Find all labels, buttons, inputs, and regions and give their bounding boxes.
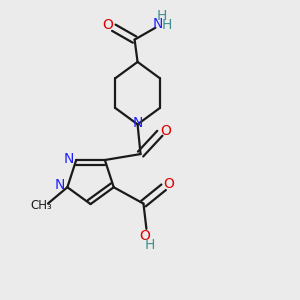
Text: N: N xyxy=(64,152,74,166)
Text: N: N xyxy=(132,116,143,130)
Text: O: O xyxy=(102,18,113,32)
Text: CH₃: CH₃ xyxy=(31,200,52,212)
Text: N: N xyxy=(55,178,65,192)
Text: O: O xyxy=(140,229,150,243)
Text: H: H xyxy=(156,9,167,23)
Text: H: H xyxy=(161,18,172,32)
Text: O: O xyxy=(160,124,171,138)
Text: H: H xyxy=(144,238,154,252)
Text: N: N xyxy=(153,17,163,31)
Text: O: O xyxy=(164,177,175,191)
